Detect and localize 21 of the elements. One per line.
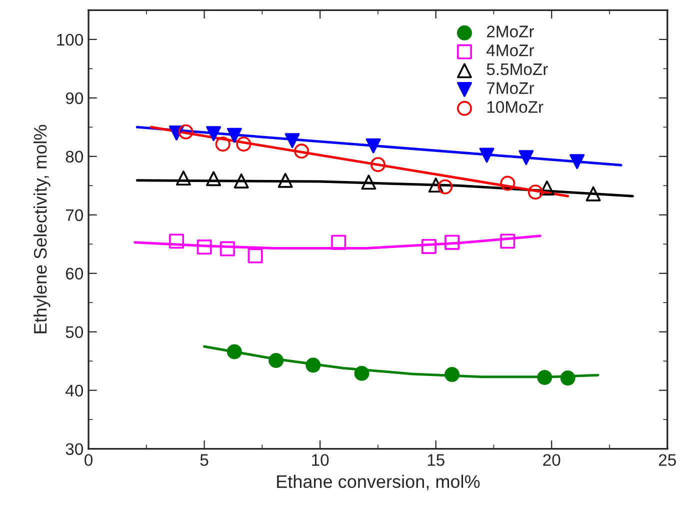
x-axis-title: Ethane conversion, mol% xyxy=(277,474,480,490)
legend-label: 7MoZr xyxy=(486,82,534,94)
x-tick-label: 25 xyxy=(658,454,676,466)
x-tick-label: 20 xyxy=(543,454,560,466)
x-tick-label: 15 xyxy=(428,454,444,466)
legend-label: 4MoZr xyxy=(486,44,534,56)
y-axis-title: Ethylene Selectivity, mol% xyxy=(33,124,50,334)
x-tick-label: 10 xyxy=(312,454,329,466)
y-tick-label: 40 xyxy=(66,384,84,397)
y-tick-label: 90 xyxy=(66,92,84,104)
y-tick-label: 60 xyxy=(66,268,84,280)
x-tick-label: 5 xyxy=(200,454,208,466)
y-tick-label: 80 xyxy=(66,150,84,163)
legend-label: 2MoZr xyxy=(486,26,534,38)
legend-label: 10MoZr xyxy=(487,101,544,113)
y-tick-label: 100 xyxy=(57,34,84,46)
y-tick-label: 30 xyxy=(66,443,84,456)
y-tick-label: 50 xyxy=(66,326,84,338)
x-tick-label: 0 xyxy=(84,454,93,466)
y-tick-label: 70 xyxy=(66,209,84,222)
legend-label: 5.5MoZr xyxy=(486,64,548,76)
